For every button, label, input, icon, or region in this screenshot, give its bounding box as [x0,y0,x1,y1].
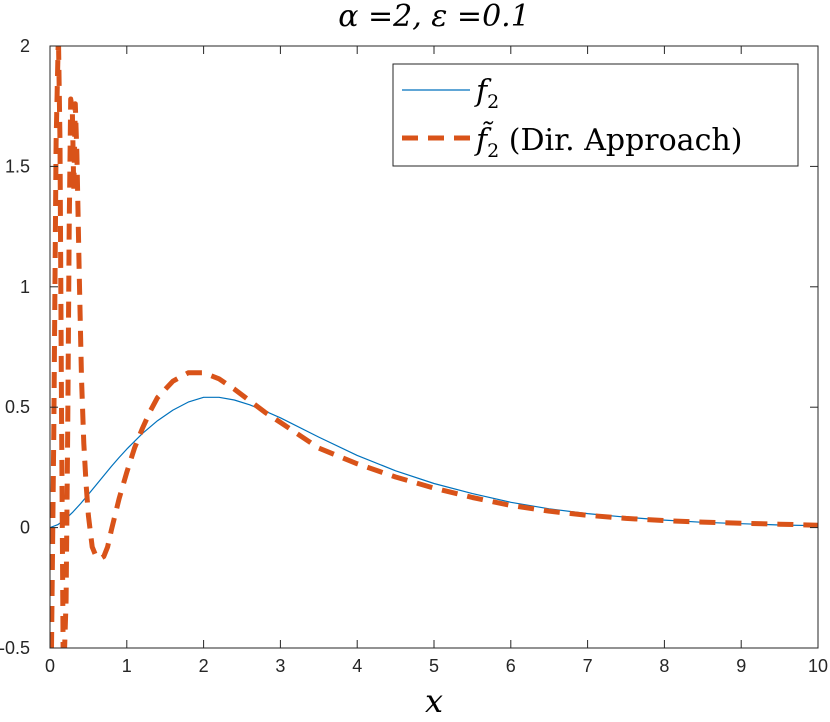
tick-layer: 0 1 2 3 4 5 6 7 8 9 10 -0.5 0 0.5 1 1.5 2 [0,36,828,676]
x-tick-label: 3 [275,656,285,676]
x-tick-label: 9 [736,656,746,676]
y-tick-label: 0.5 [5,397,30,417]
legend-box [392,63,799,167]
series-line-1 [50,46,818,648]
x-tick-label: 5 [429,656,439,676]
legend-label-f2-tilde-sub: 2 [487,140,499,162]
legend: f2 f̃2 (Dir. Approach) [392,63,799,167]
y-tick-label: 1 [20,277,30,297]
x-tick-label: 2 [199,656,209,676]
x-tick-label: 4 [352,656,362,676]
x-axis-label: x [425,682,443,720]
x-tick-label: 0 [45,656,55,676]
x-tick-label: 10 [808,656,828,676]
series-layer [50,46,818,648]
y-tick-label: 0 [20,518,30,538]
x-tick-label: 8 [659,656,669,676]
x-tick-label: 7 [583,656,593,676]
legend-label-f2-sub: 2 [487,91,499,113]
y-tick-label: 1.5 [5,156,30,176]
legend-label-f2-tilde-suffix: (Dir. Approach) [499,123,742,158]
y-tick-label: 2 [20,36,30,56]
y-tick-label: -0.5 [0,638,30,658]
x-tick-label: 1 [122,656,132,676]
chart-title: α =2, ε =0.1 [338,0,530,34]
x-tick-label: 6 [506,656,516,676]
legend-label-f2-tilde: f̃2 (Dir. Approach) [474,121,742,162]
